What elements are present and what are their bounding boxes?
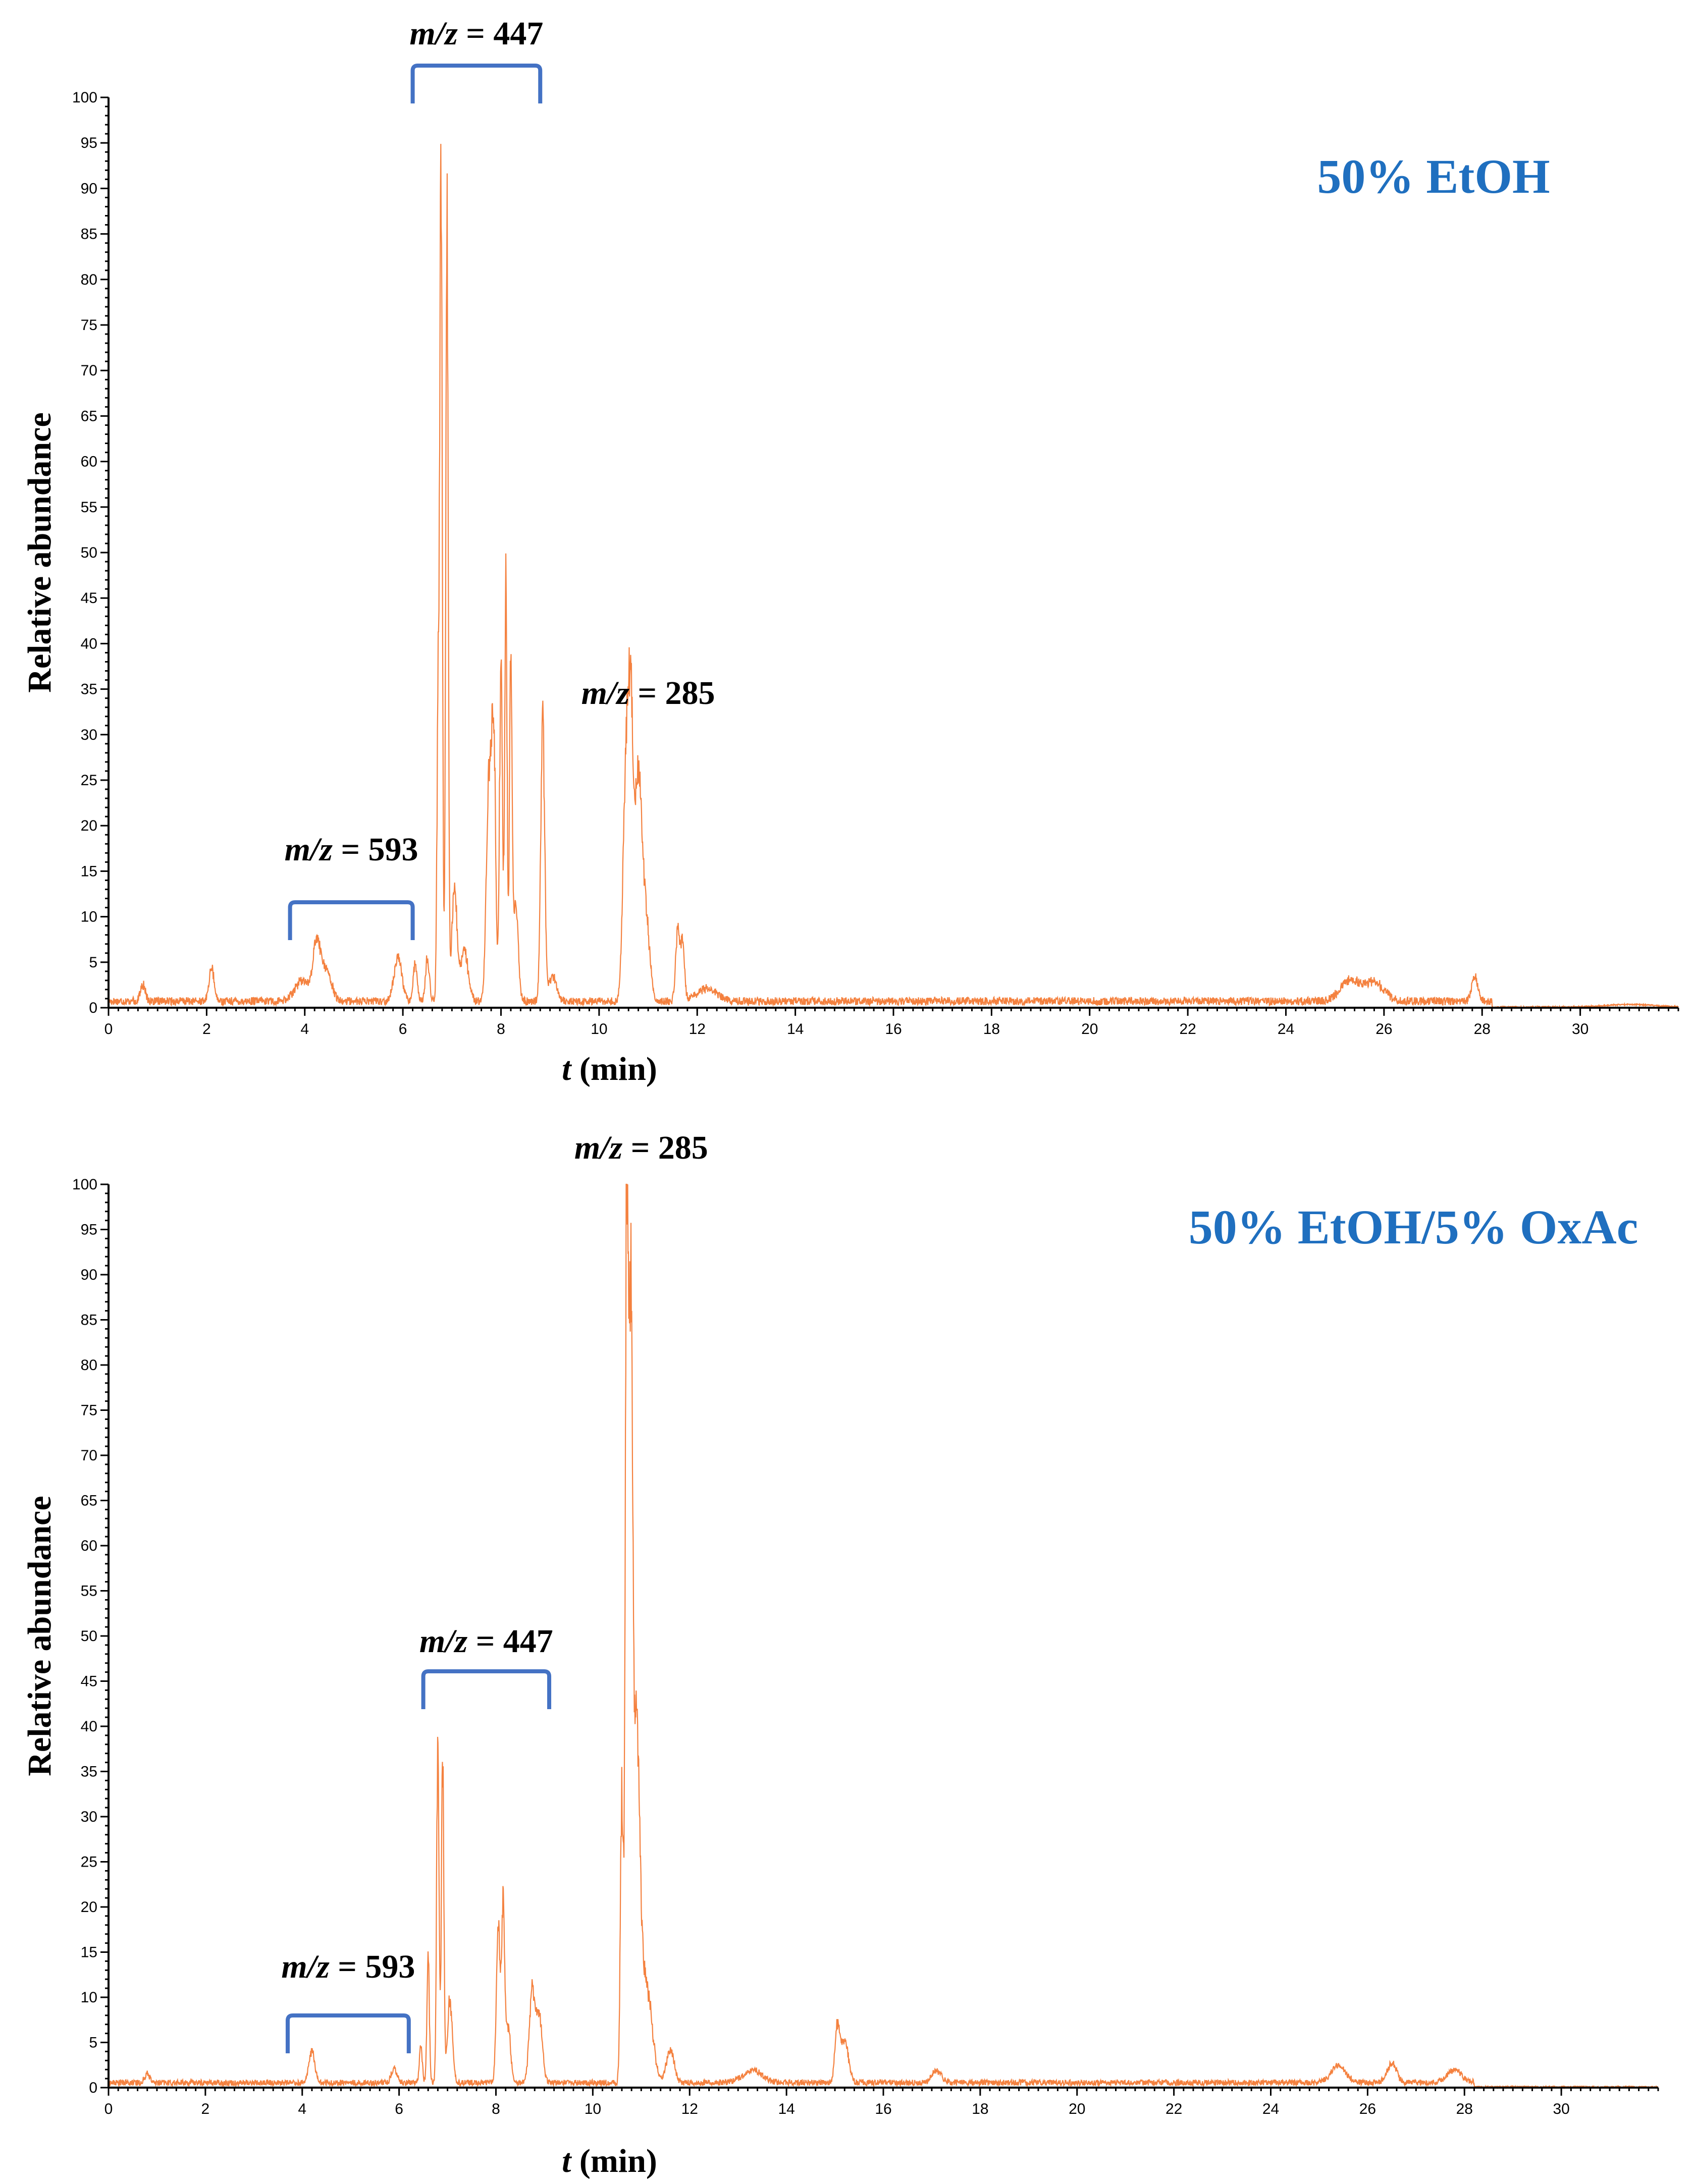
y-tick-label: 65 [81, 1493, 97, 1509]
y-tick-label: 55 [81, 499, 97, 516]
x-tick-label: 18 [972, 2101, 988, 2117]
y-axis-title: Relative abundance [21, 412, 58, 693]
condition-label: 50% EtOH/5% OxAc [1189, 1200, 1638, 1254]
y-tick-label: 35 [81, 1764, 97, 1780]
y-tick-label: 85 [81, 226, 97, 243]
y-tick-label: 0 [89, 2080, 97, 2096]
x-tick-label: 24 [1278, 1021, 1294, 1038]
y-tick-label: 95 [81, 1222, 97, 1238]
x-tick-label: 12 [681, 2101, 698, 2117]
x-tick-label: 10 [585, 2101, 601, 2117]
chart-panel-top: 0 5 10 15 20 25 30 35 40 45 50 55 60 65 70 75 80 85 90 95 10… [21, 15, 1679, 1087]
x-tick-label: 0 [104, 2101, 113, 2117]
y-tick-label: 20 [81, 817, 97, 834]
chart-panel-bottom: 0 5 10 15 20 25 30 35 40 45 50 55 60 65 70 75 80 85 90 95 10… [0, 1092, 1695, 2184]
y-tick-label: 50 [81, 544, 97, 561]
y-tick-label: 75 [81, 317, 97, 334]
y-tick-label: 90 [81, 1267, 97, 1283]
y-tick-label: 15 [81, 1944, 97, 1961]
x-tick-label: 30 [1553, 2101, 1569, 2117]
chromatogram-trace [108, 144, 1679, 1010]
y-tick-label: 20 [81, 1899, 97, 1916]
y-tick-label: 5 [89, 2035, 97, 2051]
y-tick-label: 45 [81, 590, 97, 607]
y-tick-label: 35 [81, 681, 97, 698]
y-tick-label: 5 [89, 954, 97, 971]
y-tick-label: 55 [81, 1583, 97, 1600]
x-tick-label: 8 [497, 1021, 505, 1038]
y-tick-label: 60 [81, 1538, 97, 1554]
condition-label: 50% EtOH [1317, 149, 1550, 203]
y-tick-label: 25 [81, 772, 97, 789]
x-tick-label: 6 [399, 1021, 407, 1038]
y-tick-label: 0 [89, 1000, 97, 1016]
x-tick-label: 12 [689, 1021, 706, 1038]
peak-group-bracket [421, 1669, 552, 1709]
y-tick-label: 30 [81, 1809, 97, 1825]
y-tick-label: 40 [81, 635, 97, 652]
y-tick-label: 50 [81, 1628, 97, 1645]
y-tick-label: 25 [81, 1854, 97, 1871]
x-tick-label: 2 [202, 1021, 211, 1038]
x-tick-label: 16 [885, 1021, 902, 1038]
x-tick-label: 2 [201, 2101, 210, 2117]
y-tick-label: 100 [72, 1176, 97, 1193]
x-tick-label: 20 [1069, 2101, 1085, 2117]
x-tick-label: 0 [104, 1021, 113, 1038]
peak-group-bracket [410, 64, 543, 103]
x-tick-label: 30 [1572, 1021, 1588, 1038]
x-tick-label: 18 [983, 1021, 1000, 1038]
y-tick-label: 15 [81, 863, 97, 880]
y-tick-label: 80 [81, 271, 97, 288]
y-tick-label: 70 [81, 362, 97, 379]
y-tick-label: 10 [81, 909, 97, 925]
mz-annotation: m/z = 447 [409, 15, 543, 52]
y-tick-label: 70 [81, 1447, 97, 1464]
peak-group-bracket [285, 2013, 411, 2053]
x-tick-label: 22 [1166, 2101, 1182, 2117]
x-tick-label: 26 [1359, 2101, 1376, 2117]
mz-annotation: m/z = 285 [574, 1129, 708, 1166]
y-tick-label: 30 [81, 727, 97, 743]
x-tick-label: 16 [875, 2101, 891, 2117]
x-tick-label: 6 [395, 2101, 403, 2117]
mz-annotation: m/z = 285 [581, 675, 715, 712]
x-tick-label: 20 [1081, 1021, 1098, 1038]
y-axis-title: Relative abundance [21, 1496, 58, 1776]
y-tick-label: 90 [81, 180, 97, 197]
mz-annotation: m/z = 593 [281, 1948, 415, 1985]
mz-annotation: m/z = 447 [419, 1623, 553, 1660]
x-tick-label: 28 [1474, 1021, 1491, 1038]
y-tick-label: 65 [81, 408, 97, 424]
chromatogram-trace [108, 1183, 1659, 2090]
chart-bottom-svg: 0510152025303540455055606570758085909510… [21, 1129, 1659, 2179]
x-tick-label: 24 [1262, 2101, 1279, 2117]
x-axis-title: t (min) [562, 1051, 657, 1087]
x-tick-label: 4 [298, 2101, 306, 2117]
y-tick-label: 80 [81, 1357, 97, 1374]
y-tick-label: 100 [72, 89, 97, 106]
x-tick-label: 14 [778, 2101, 794, 2117]
x-tick-label: 4 [300, 1021, 309, 1038]
x-tick-label: 22 [1179, 1021, 1196, 1038]
x-tick-label: 8 [492, 2101, 500, 2117]
x-tick-label: 14 [787, 1021, 804, 1038]
y-tick-label: 40 [81, 1718, 97, 1735]
chart-top-svg: 0510152025303540455055606570758085909510… [21, 15, 1679, 1087]
y-tick-label: 75 [81, 1402, 97, 1419]
y-tick-label: 45 [81, 1673, 97, 1690]
x-tick-label: 28 [1456, 2101, 1473, 2117]
y-tick-label: 60 [81, 454, 97, 470]
y-tick-label: 10 [81, 1989, 97, 2006]
x-tick-label: 26 [1375, 1021, 1392, 1038]
mz-annotation: m/z = 593 [285, 831, 418, 868]
x-axis-title: t (min) [562, 2143, 657, 2179]
y-tick-label: 85 [81, 1312, 97, 1329]
peak-group-bracket [288, 900, 415, 940]
x-tick-label: 10 [591, 1021, 607, 1038]
y-tick-label: 95 [81, 135, 97, 151]
